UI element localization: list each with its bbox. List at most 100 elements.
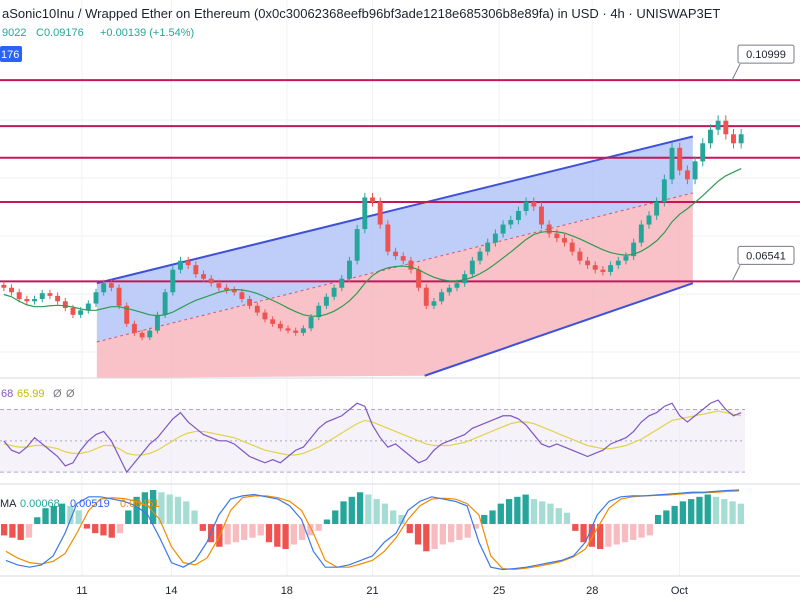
ma-line[interactable]: [3, 168, 742, 317]
macd-histogram-bar[interactable]: [704, 494, 711, 525]
macd-histogram-bar[interactable]: [481, 514, 488, 525]
macd-histogram-bar[interactable]: [274, 524, 281, 547]
macd-histogram-bar[interactable]: [133, 496, 140, 525]
candle[interactable]: [370, 197, 375, 202]
macd-histogram-bar[interactable]: [17, 524, 24, 540]
macd-histogram-bar[interactable]: [257, 524, 264, 536]
candle[interactable]: [615, 260, 621, 266]
macd-histogram-bar[interactable]: [125, 510, 132, 525]
candle[interactable]: [623, 256, 629, 261]
candle[interactable]: [193, 265, 199, 275]
macd-histogram-bar[interactable]: [381, 503, 389, 525]
macd-histogram-bar[interactable]: [108, 524, 115, 538]
macd-histogram-bar[interactable]: [166, 494, 173, 525]
macd-histogram-bar[interactable]: [390, 510, 397, 525]
candle[interactable]: [469, 260, 475, 275]
macd-histogram-bar[interactable]: [414, 524, 422, 545]
candle[interactable]: [316, 305, 322, 318]
macd-histogram-bar[interactable]: [638, 524, 645, 538]
candle[interactable]: [55, 295, 61, 302]
candle[interactable]: [308, 317, 314, 329]
macd-histogram-bar[interactable]: [315, 524, 322, 531]
candle[interactable]: [562, 238, 567, 243]
macd-histogram-bar[interactable]: [663, 510, 670, 525]
macd-histogram-bar[interactable]: [67, 505, 74, 525]
candle[interactable]: [78, 310, 84, 315]
candle[interactable]: [738, 134, 744, 144]
candle[interactable]: [178, 260, 183, 270]
candle[interactable]: [400, 256, 406, 261]
candle[interactable]: [208, 278, 214, 284]
candle[interactable]: [608, 265, 614, 272]
candle[interactable]: [393, 251, 398, 257]
macd-line[interactable]: [5, 489, 740, 571]
rsi-panel[interactable]: [0, 399, 745, 474]
candle[interactable]: [16, 292, 22, 300]
candle[interactable]: [692, 161, 698, 180]
candle[interactable]: [423, 287, 429, 306]
candle[interactable]: [270, 319, 276, 324]
candle[interactable]: [339, 278, 345, 288]
candle[interactable]: [385, 224, 391, 252]
candle[interactable]: [262, 312, 268, 320]
macd-histogram-bar[interactable]: [613, 524, 620, 545]
candle[interactable]: [654, 201, 660, 216]
rsi-ma-line[interactable]: [3, 410, 742, 456]
macd-histogram-bar[interactable]: [563, 512, 571, 525]
candle[interactable]: [131, 323, 137, 333]
candle[interactable]: [508, 220, 514, 225]
candle[interactable]: [408, 260, 414, 270]
macd-histogram-bar[interactable]: [572, 524, 579, 531]
macd-histogram-bar[interactable]: [141, 492, 149, 525]
candle[interactable]: [347, 260, 352, 279]
macd-histogram-bar[interactable]: [505, 499, 513, 525]
channel-bottom-line[interactable]: [424, 282, 694, 377]
candle[interactable]: [254, 305, 260, 313]
macd-panel[interactable]: [0, 489, 745, 571]
macd-histogram-bar[interactable]: [373, 499, 380, 525]
candle[interactable]: [446, 287, 452, 293]
macd-histogram-bar[interactable]: [298, 524, 306, 540]
candle[interactable]: [485, 242, 491, 252]
macd-histogram-bar[interactable]: [323, 519, 331, 525]
macd-histogram-bar[interactable]: [630, 524, 637, 540]
candle[interactable]: [139, 332, 145, 338]
macd-histogram-bar[interactable]: [332, 510, 339, 525]
candle[interactable]: [231, 289, 237, 293]
macd-histogram-bar[interactable]: [654, 514, 662, 525]
candle[interactable]: [715, 120, 721, 130]
macd-histogram-bar[interactable]: [737, 503, 745, 525]
macd-histogram-bar[interactable]: [83, 524, 91, 529]
macd-histogram-bar[interactable]: [605, 524, 612, 547]
macd-histogram-bar[interactable]: [265, 524, 273, 543]
candle[interactable]: [1, 284, 7, 288]
macd-histogram-bar[interactable]: [472, 524, 480, 529]
macd-histogram-bar[interactable]: [580, 524, 587, 543]
price-panel[interactable]: [0, 79, 800, 378]
macd-histogram-bar[interactable]: [50, 505, 57, 525]
candle[interactable]: [523, 201, 529, 211]
candle[interactable]: [247, 299, 253, 306]
macd-histogram-bar[interactable]: [447, 524, 455, 543]
macd-histogram-bar[interactable]: [92, 524, 99, 534]
macd-histogram-bar[interactable]: [555, 508, 562, 525]
candle[interactable]: [101, 283, 107, 293]
candle[interactable]: [216, 283, 222, 288]
candle[interactable]: [462, 274, 468, 284]
macd-histogram-bar[interactable]: [596, 524, 604, 550]
macd-histogram-bar[interactable]: [646, 524, 653, 536]
macd-histogram-bar[interactable]: [249, 524, 256, 538]
macd-histogram-bar[interactable]: [75, 510, 82, 525]
macd-histogram-bar[interactable]: [547, 503, 554, 525]
candle[interactable]: [677, 147, 683, 171]
candle[interactable]: [32, 299, 38, 302]
candle[interactable]: [539, 206, 544, 225]
macd-histogram-bar[interactable]: [290, 524, 298, 545]
macd-histogram-bar[interactable]: [679, 501, 687, 525]
macd-histogram-bar[interactable]: [307, 524, 314, 536]
candle[interactable]: [285, 328, 291, 331]
macd-histogram-bar[interactable]: [356, 492, 364, 525]
candle[interactable]: [646, 215, 652, 225]
candle[interactable]: [585, 260, 591, 266]
macd-histogram-bar[interactable]: [9, 524, 16, 538]
